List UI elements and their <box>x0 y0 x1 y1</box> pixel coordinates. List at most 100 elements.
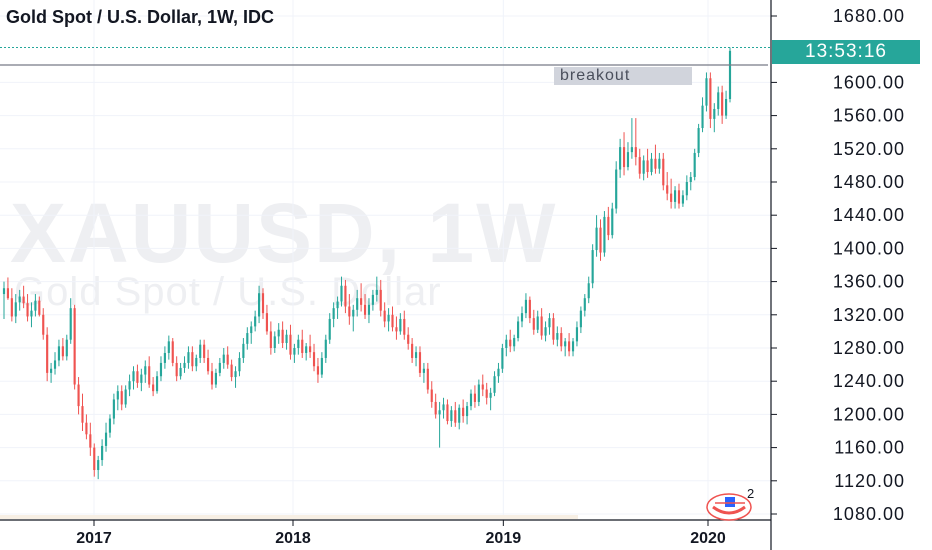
candle <box>375 276 378 302</box>
candle-body <box>22 296 25 304</box>
candle-body <box>654 158 657 169</box>
candle-body <box>552 318 555 340</box>
candle-body <box>46 334 49 373</box>
candle <box>242 338 245 363</box>
candle <box>481 374 484 397</box>
candle <box>38 296 41 317</box>
candle-body <box>442 404 445 411</box>
candle-body <box>65 339 68 357</box>
candle-body <box>238 357 241 372</box>
candle-body <box>250 326 253 334</box>
candle <box>473 385 476 408</box>
candle-body <box>414 352 418 358</box>
candle <box>367 298 371 324</box>
candle <box>222 348 225 369</box>
candle <box>175 356 178 382</box>
us-flag-logo-icon[interactable] <box>705 490 761 522</box>
candle-body <box>69 308 72 340</box>
candle <box>218 357 221 377</box>
candle-body <box>462 407 465 417</box>
candle <box>728 47 732 103</box>
candle <box>148 356 151 388</box>
candle-body <box>140 374 143 383</box>
candle-body <box>332 308 335 319</box>
candle <box>709 72 712 129</box>
candle-body <box>497 368 500 377</box>
candle <box>422 362 425 383</box>
candle-body <box>242 343 245 358</box>
candle <box>34 294 37 317</box>
candle-body <box>85 422 88 435</box>
candle <box>85 414 88 440</box>
candle <box>505 334 508 357</box>
candle-body <box>701 105 704 129</box>
candle <box>677 183 681 209</box>
candle <box>6 277 10 300</box>
candle <box>101 439 104 466</box>
candle-body <box>277 329 280 337</box>
candle <box>289 324 292 360</box>
candle <box>721 85 724 124</box>
candle-body <box>501 348 504 369</box>
candle-body <box>183 362 186 368</box>
candle-body <box>112 399 115 419</box>
candle <box>301 329 304 358</box>
candle <box>599 219 602 261</box>
candle <box>532 309 535 335</box>
candle <box>434 393 437 419</box>
candle <box>344 279 347 314</box>
candle <box>658 152 661 174</box>
candle <box>438 401 441 448</box>
candle-body <box>650 158 653 173</box>
candle <box>140 368 143 392</box>
candle-body <box>673 190 677 202</box>
candle <box>73 304 76 390</box>
candle <box>128 374 131 397</box>
breakout-label[interactable]: breakout <box>554 67 692 85</box>
candle-body <box>293 348 296 355</box>
candle-body <box>689 177 692 182</box>
candle-body <box>289 334 292 355</box>
candle-body <box>724 99 728 116</box>
candle-body <box>630 147 633 153</box>
candle-body <box>407 334 410 344</box>
candle-body <box>430 389 433 402</box>
candle-body <box>108 418 112 433</box>
candle-body <box>411 343 414 358</box>
candle <box>666 172 669 201</box>
time-axis-background <box>0 520 770 550</box>
grid-layer <box>0 0 770 520</box>
candle <box>277 323 280 344</box>
candle-body <box>316 366 320 375</box>
candle-body <box>493 376 496 393</box>
candle <box>579 306 582 334</box>
candle-body <box>670 193 673 202</box>
candle-body <box>603 216 606 253</box>
candle <box>340 276 343 307</box>
candle-body <box>638 157 641 174</box>
candle <box>685 175 688 201</box>
candle-body <box>179 367 182 377</box>
candle-body <box>489 392 492 398</box>
candle <box>611 202 614 239</box>
candle <box>183 356 186 373</box>
candle <box>136 364 139 388</box>
candle-body <box>450 410 453 422</box>
candle-body <box>77 384 80 407</box>
candle <box>104 422 108 452</box>
candle <box>407 327 410 350</box>
candle-body <box>159 362 163 377</box>
candle-body <box>677 190 681 204</box>
candle <box>454 401 457 427</box>
candle-body <box>191 352 194 367</box>
candle-body <box>269 331 272 348</box>
candle <box>524 293 528 319</box>
candle <box>595 215 598 257</box>
candle <box>265 304 269 335</box>
candle-body <box>312 352 316 367</box>
candle-body <box>642 160 645 174</box>
candle-body <box>367 304 371 315</box>
candle <box>203 339 206 363</box>
